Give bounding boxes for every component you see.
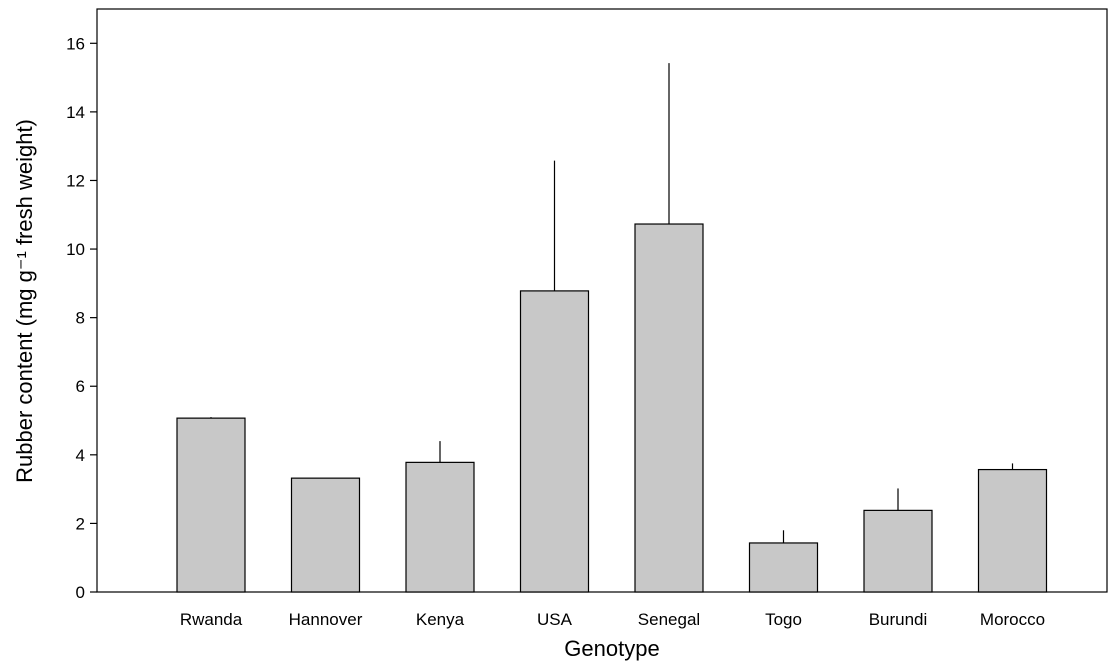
- y-tick-label: 6: [76, 377, 85, 396]
- y-tick-label: 16: [66, 34, 85, 53]
- bar-kenya: [405, 461, 475, 593]
- x-tick-label: Morocco: [980, 610, 1045, 629]
- y-tick-label: 10: [66, 240, 85, 259]
- x-tick-label: USA: [537, 610, 573, 629]
- y-axis-title: Rubber content (mg g⁻¹ fresh weight): [12, 119, 37, 483]
- x-axis-title: Genotype: [564, 636, 659, 661]
- x-tick-label: Kenya: [416, 610, 465, 629]
- bar-burundi: [863, 509, 933, 593]
- y-tick-label: 8: [76, 309, 85, 328]
- y-tick-label: 0: [76, 583, 85, 602]
- bar-hannover: [290, 477, 361, 593]
- plot-border: [96, 8, 1108, 593]
- bars: [176, 63, 1048, 593]
- y-tick-label: 12: [66, 171, 85, 190]
- x-tick-label: Senegal: [638, 610, 700, 629]
- bar-morocco: [977, 468, 1048, 593]
- plot-frame: [96, 8, 1108, 593]
- y-tick-label: 2: [76, 514, 85, 533]
- y-tick-label: 4: [76, 446, 85, 465]
- bar-togo: [748, 542, 819, 593]
- bar-rwanda: [176, 417, 246, 593]
- x-tick-label: Togo: [765, 610, 802, 629]
- x-tick-label: Burundi: [869, 610, 928, 629]
- x-tick-label: Hannover: [289, 610, 363, 629]
- x-tick-label: Rwanda: [180, 610, 243, 629]
- y-axis: 0 2 4 6 8 10 12 14 16: [66, 34, 97, 602]
- bar-usa: [519, 290, 590, 593]
- y-tick-label: 14: [66, 103, 85, 122]
- bar-senegal: [634, 223, 704, 593]
- x-axis: Rwanda Hannover Kenya USA Senegal Togo Burundi…: [180, 610, 1045, 629]
